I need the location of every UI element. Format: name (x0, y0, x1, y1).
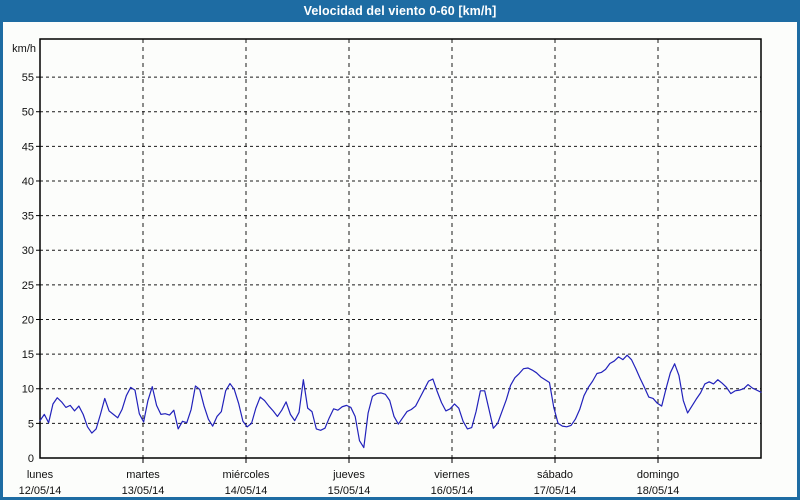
y-tick-label: 50 (22, 107, 34, 119)
wind-speed-line (39, 354, 762, 449)
day-label: lunes (27, 469, 54, 481)
date-label: 17/05/14 (534, 485, 577, 497)
date-label: 16/05/14 (431, 485, 474, 497)
y-tick-label: 45 (22, 141, 34, 153)
title-bar: Velocidad del viento 0-60 [km/h] (3, 0, 797, 22)
date-label: 15/05/14 (328, 485, 371, 497)
window-title: Velocidad del viento 0-60 [km/h] (303, 4, 497, 18)
day-label: jueves (332, 469, 365, 481)
wind-speed-chart: 0 5 10 15 20 25 30 35 40 45 50 55 km/h lunes 12/05/14 m… (12, 38, 762, 497)
y-tick-label: 30 (22, 245, 34, 257)
day-label: miércoles (222, 469, 270, 481)
y-tick-label: 35 (22, 211, 34, 223)
y-tick-label: 20 (22, 314, 34, 326)
day-label: martes (126, 469, 160, 481)
y-tick-label: 55 (22, 72, 34, 84)
y-axis-unit-label: km/h (12, 43, 36, 55)
date-label: 13/05/14 (122, 485, 165, 497)
y-tick-label: 10 (22, 384, 34, 396)
y-tick-label: 25 (22, 280, 34, 292)
date-label: 18/05/14 (637, 485, 680, 497)
chart-area: 0 5 10 15 20 25 30 35 40 45 50 55 km/h lunes 12/05/14 m… (3, 22, 797, 497)
y-tick-label: 40 (22, 176, 34, 188)
date-label: 14/05/14 (225, 485, 268, 497)
day-label: sábado (537, 469, 573, 481)
y-tick-label: 15 (22, 349, 34, 361)
date-label: 12/05/14 (19, 485, 62, 497)
plot-frame (39, 38, 762, 459)
y-tick-label: 0 (28, 453, 34, 465)
day-label: domingo (637, 469, 679, 481)
day-label: viernes (434, 469, 470, 481)
y-tick-label: 5 (28, 418, 34, 430)
